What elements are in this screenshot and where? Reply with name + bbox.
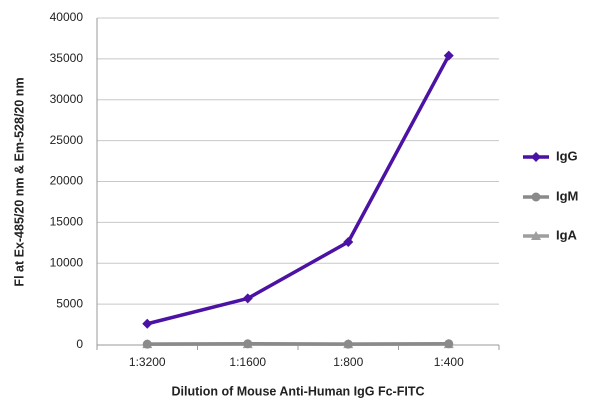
y-tick-label: 20000: [50, 174, 84, 188]
legend-label: IgM: [556, 188, 578, 203]
y-tick-label: 35000: [50, 51, 84, 65]
data-point: [343, 236, 354, 247]
data-point: [443, 50, 454, 61]
x-tick-label: 1:400: [434, 355, 464, 369]
legend-marker: [531, 231, 541, 240]
y-tick-label: 10000: [50, 255, 84, 269]
y-axis-label: Fl at Ex-485/20 nm & Em-528/20 nm: [12, 77, 26, 286]
data-point: [142, 318, 153, 329]
x-axis-label: Dilution of Mouse Anti-Human IgG Fc-FITC: [172, 384, 425, 398]
data-point: [142, 339, 152, 349]
y-tick-label: 30000: [50, 92, 84, 106]
data-point: [444, 339, 454, 349]
x-tick-label: 1:800: [333, 355, 363, 369]
data-point: [243, 339, 253, 349]
data-point: [242, 293, 253, 304]
x-tick-label: 1:3200: [129, 355, 166, 369]
legend-marker: [531, 192, 541, 202]
series-line: [146, 54, 451, 326]
data-point: [343, 339, 353, 349]
x-tick-label: 1:1600: [229, 355, 266, 369]
y-tick-label: 5000: [56, 296, 83, 310]
y-tick-label: 0: [76, 337, 83, 351]
y-tick-label: 40000: [50, 10, 84, 24]
legend-label: IgA: [556, 227, 578, 242]
y-tick-label: 25000: [50, 133, 84, 147]
legend-marker: [531, 152, 541, 162]
y-tick-label: 15000: [50, 215, 84, 229]
legend-label: IgG: [556, 148, 578, 163]
